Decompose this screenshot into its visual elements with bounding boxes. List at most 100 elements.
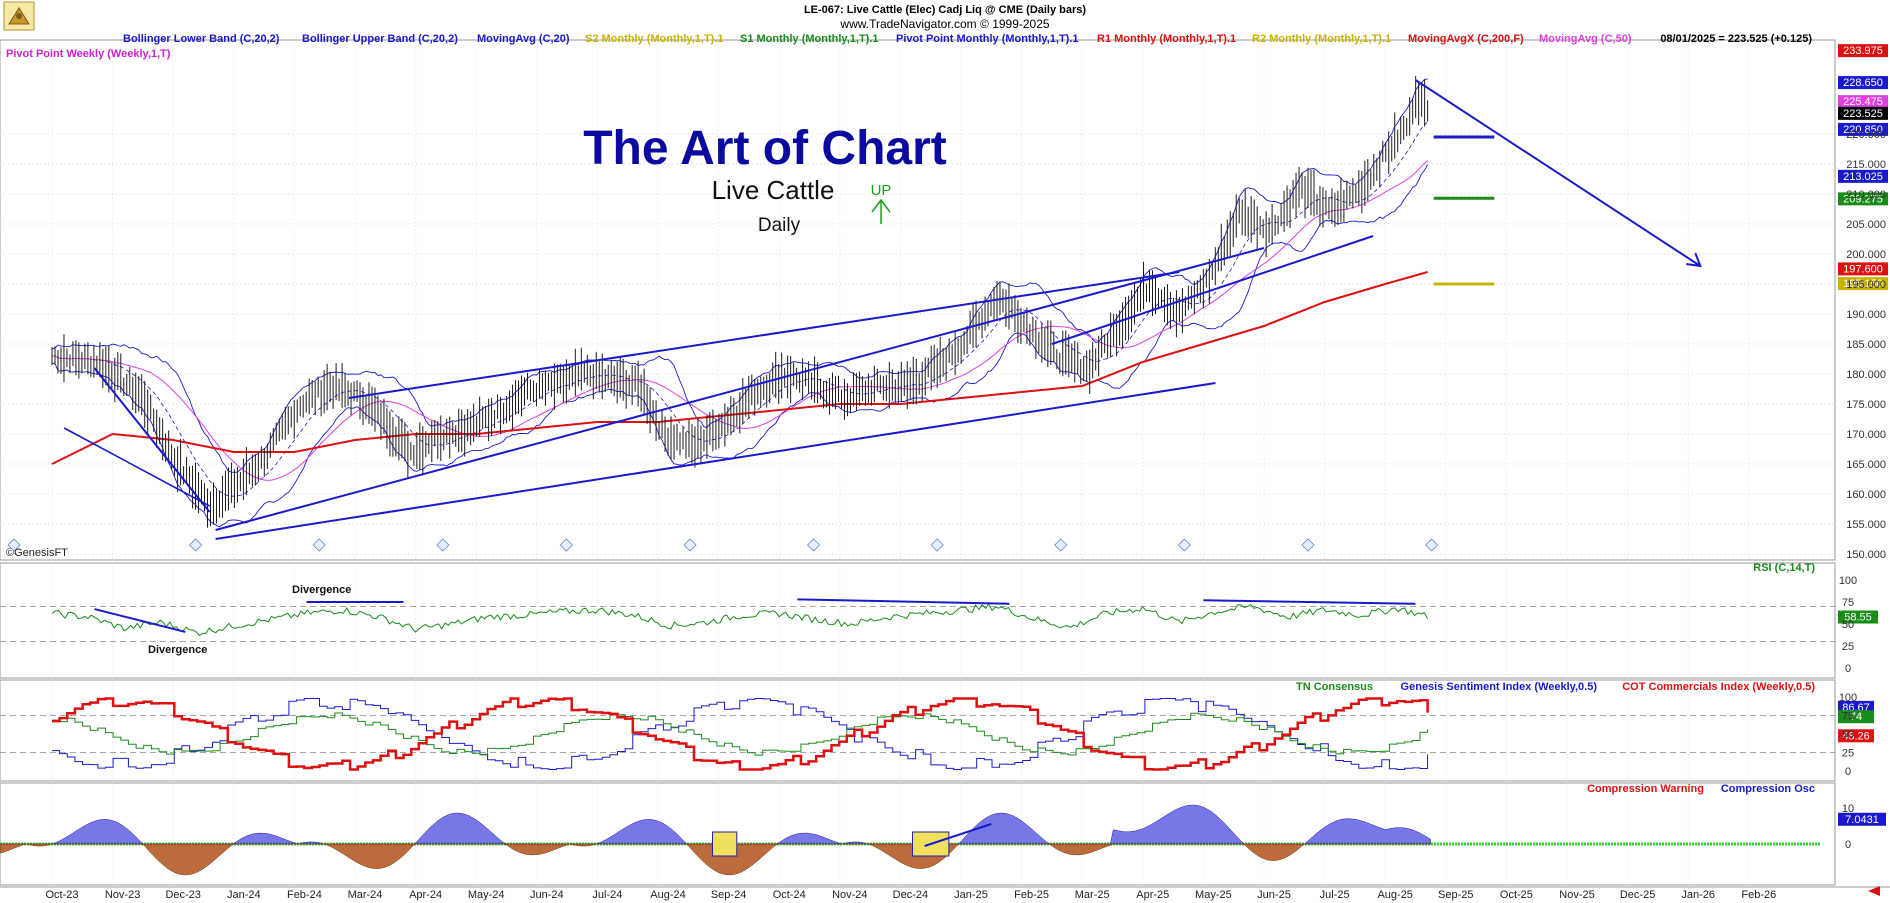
rsi-tick-label: 75 (1842, 597, 1854, 609)
pivot-weekly-marker (189, 538, 203, 552)
date-tick-label: Jan-25 (954, 889, 988, 901)
pivot-weekly-marker (1301, 538, 1315, 552)
logo[interactable] (3, 1, 35, 31)
trendline-down-2 (63, 427, 210, 507)
compression-badge (1838, 812, 1886, 826)
axis-badge-label-0: 233.975 (1843, 45, 1883, 57)
legend-item-9: MovingAvg (C,50) (1539, 33, 1632, 45)
legend-item-3: S2 Monthly (Monthly,1,T).1 (585, 33, 724, 45)
trendline-down (93, 367, 211, 513)
copyright: www.TradeNavigator.com © 1999-2025 (839, 17, 1049, 31)
date-tick-label: Jul-24 (592, 889, 622, 901)
price-tick-label: 180.000 (1846, 369, 1886, 381)
date-tick-label: Jul-25 (1320, 889, 1350, 901)
axis-badge-3 (1838, 106, 1888, 120)
pivot-weekly-marker (7, 538, 21, 552)
compression-legend-warning: Compression Warning (1587, 783, 1704, 795)
compression-badge-label: 7.0431 (1845, 814, 1879, 826)
date-tick-label: Nov-24 (832, 889, 867, 901)
symbol-title: LE-067: Live Cattle (Elec) Cadj Liq @ CM… (804, 4, 1086, 16)
date-tick-label: Sep-24 (711, 889, 746, 901)
axis-badge-label-6: 209.275 (1843, 193, 1883, 205)
sentiment-tick-label: 0 (1845, 766, 1851, 778)
date-tick-label: Feb-25 (1014, 889, 1049, 901)
date-tick-label: May-25 (1195, 889, 1232, 901)
price-tick-label: 185.000 (1846, 339, 1886, 351)
sentiment-badge-label-1: 74 (1850, 711, 1862, 723)
panel-border-0 (0, 39, 1836, 561)
price-tick-label: 190.000 (1846, 309, 1886, 321)
sentiment-tick-label: 50 (1842, 729, 1854, 741)
projection-arrowhead (1686, 252, 1702, 268)
date-tick-label: Nov-23 (105, 889, 140, 901)
axis-badge-label-3: 223.525 (1843, 108, 1883, 120)
last-quote: 08/01/2025 = 223.525 (+0.125) (1660, 33, 1812, 45)
date-tick-label: Jan-24 (227, 889, 261, 901)
chart-timeframe: Daily (758, 215, 801, 236)
date-tick-label: Jan-26 (1681, 889, 1715, 901)
up-arrow-icon (871, 198, 891, 224)
legend-item-2: MovingAvg (C,20) (477, 33, 570, 45)
pivot-weekly-label: Pivot Point Weekly (Weekly,1,T) (6, 48, 171, 60)
date-tick-label: May-24 (468, 889, 505, 901)
watermark: ©GenesisFT (6, 547, 68, 559)
sentiment-badge-2 (1838, 729, 1874, 743)
legend-item-6: R1 Monthly (Monthly,1,T).1 (1097, 33, 1236, 45)
date-tick-label: Mar-24 (348, 889, 383, 901)
legend-item-5: Pivot Point Monthly (Monthly,1,T).1 (896, 33, 1079, 45)
date-tick-label: Aug-24 (650, 889, 685, 901)
date-tick-label: Oct-25 (1500, 889, 1533, 901)
price-tick-label: 170.000 (1846, 429, 1886, 441)
compression-osc-negative (0, 843, 1431, 876)
div-line-4 (1203, 599, 1416, 605)
trendline-0 (215, 382, 1216, 540)
axes: 150.000 155.000 160.000 165.000 170.000 175.0… (45, 129, 1886, 901)
axis-badge-6 (1838, 192, 1888, 206)
price-tick-label: 195.000 (1846, 279, 1886, 291)
axis-badge-2 (1838, 95, 1888, 109)
pivot-weekly-marker (930, 538, 944, 552)
pivot-weekly-marker (1177, 538, 1191, 552)
date-tick-label: Apr-24 (409, 889, 442, 901)
date-tick-label: Jun-25 (1257, 889, 1291, 901)
scroll-arrow-icon[interactable] (1868, 886, 1880, 896)
pivot-weekly-marker (1054, 538, 1068, 552)
date-tick-label: Nov-25 (1559, 889, 1594, 901)
panel-border-3 (0, 782, 1836, 886)
price-tick-label: 220.000 (1846, 129, 1886, 141)
axis-badge-7 (1838, 262, 1888, 276)
axis-badge-5 (1838, 169, 1888, 183)
chart-subtitle: Live Cattle (712, 175, 835, 205)
tn-consensus-line (52, 712, 1429, 756)
date-tick-label: Dec-24 (893, 889, 928, 901)
axis-badge-label-2: 225.475 (1843, 96, 1883, 108)
legend-item-8: MovingAvgX (C,200,F) (1408, 33, 1524, 45)
rsi-line (51, 603, 1429, 637)
date-tick-label: Oct-23 (45, 889, 78, 901)
rsi-badge (1838, 610, 1878, 624)
pivot-weekly-marker (559, 538, 573, 552)
compression-tick-label: 10 (1842, 803, 1854, 815)
genesis-sentiment-line (52, 698, 1429, 770)
axis-badge-0 (1838, 44, 1888, 58)
date-tick-label: Feb-24 (287, 889, 322, 901)
rsi-tick-label: 100 (1839, 575, 1857, 587)
axis-badge-4 (1838, 122, 1888, 136)
cot-commercials-line (52, 697, 1429, 771)
sentiment-legend-genesis: Genesis Sentiment Index (Weekly,0.5) (1401, 681, 1598, 693)
price-tick-label: 150.000 (1846, 549, 1886, 561)
axis-badge-label-8: 195.150 (1843, 278, 1883, 290)
price-tick-label: 160.000 (1846, 489, 1886, 501)
trendline-2 (215, 247, 1265, 531)
rsi-panel: 58.55 (0, 598, 1878, 642)
sentiment-badge-1 (1838, 710, 1874, 724)
div-line-3 (797, 598, 1010, 605)
panel-frame (0, 39, 1890, 888)
axis-badge-label-5: 213.025 (1843, 171, 1883, 183)
trendline-1 (348, 271, 1180, 399)
pivot-weekly-marker (683, 538, 697, 552)
date-tick-label: Sep-25 (1438, 889, 1473, 901)
sentiment-tick-label: 75 (1842, 711, 1854, 723)
